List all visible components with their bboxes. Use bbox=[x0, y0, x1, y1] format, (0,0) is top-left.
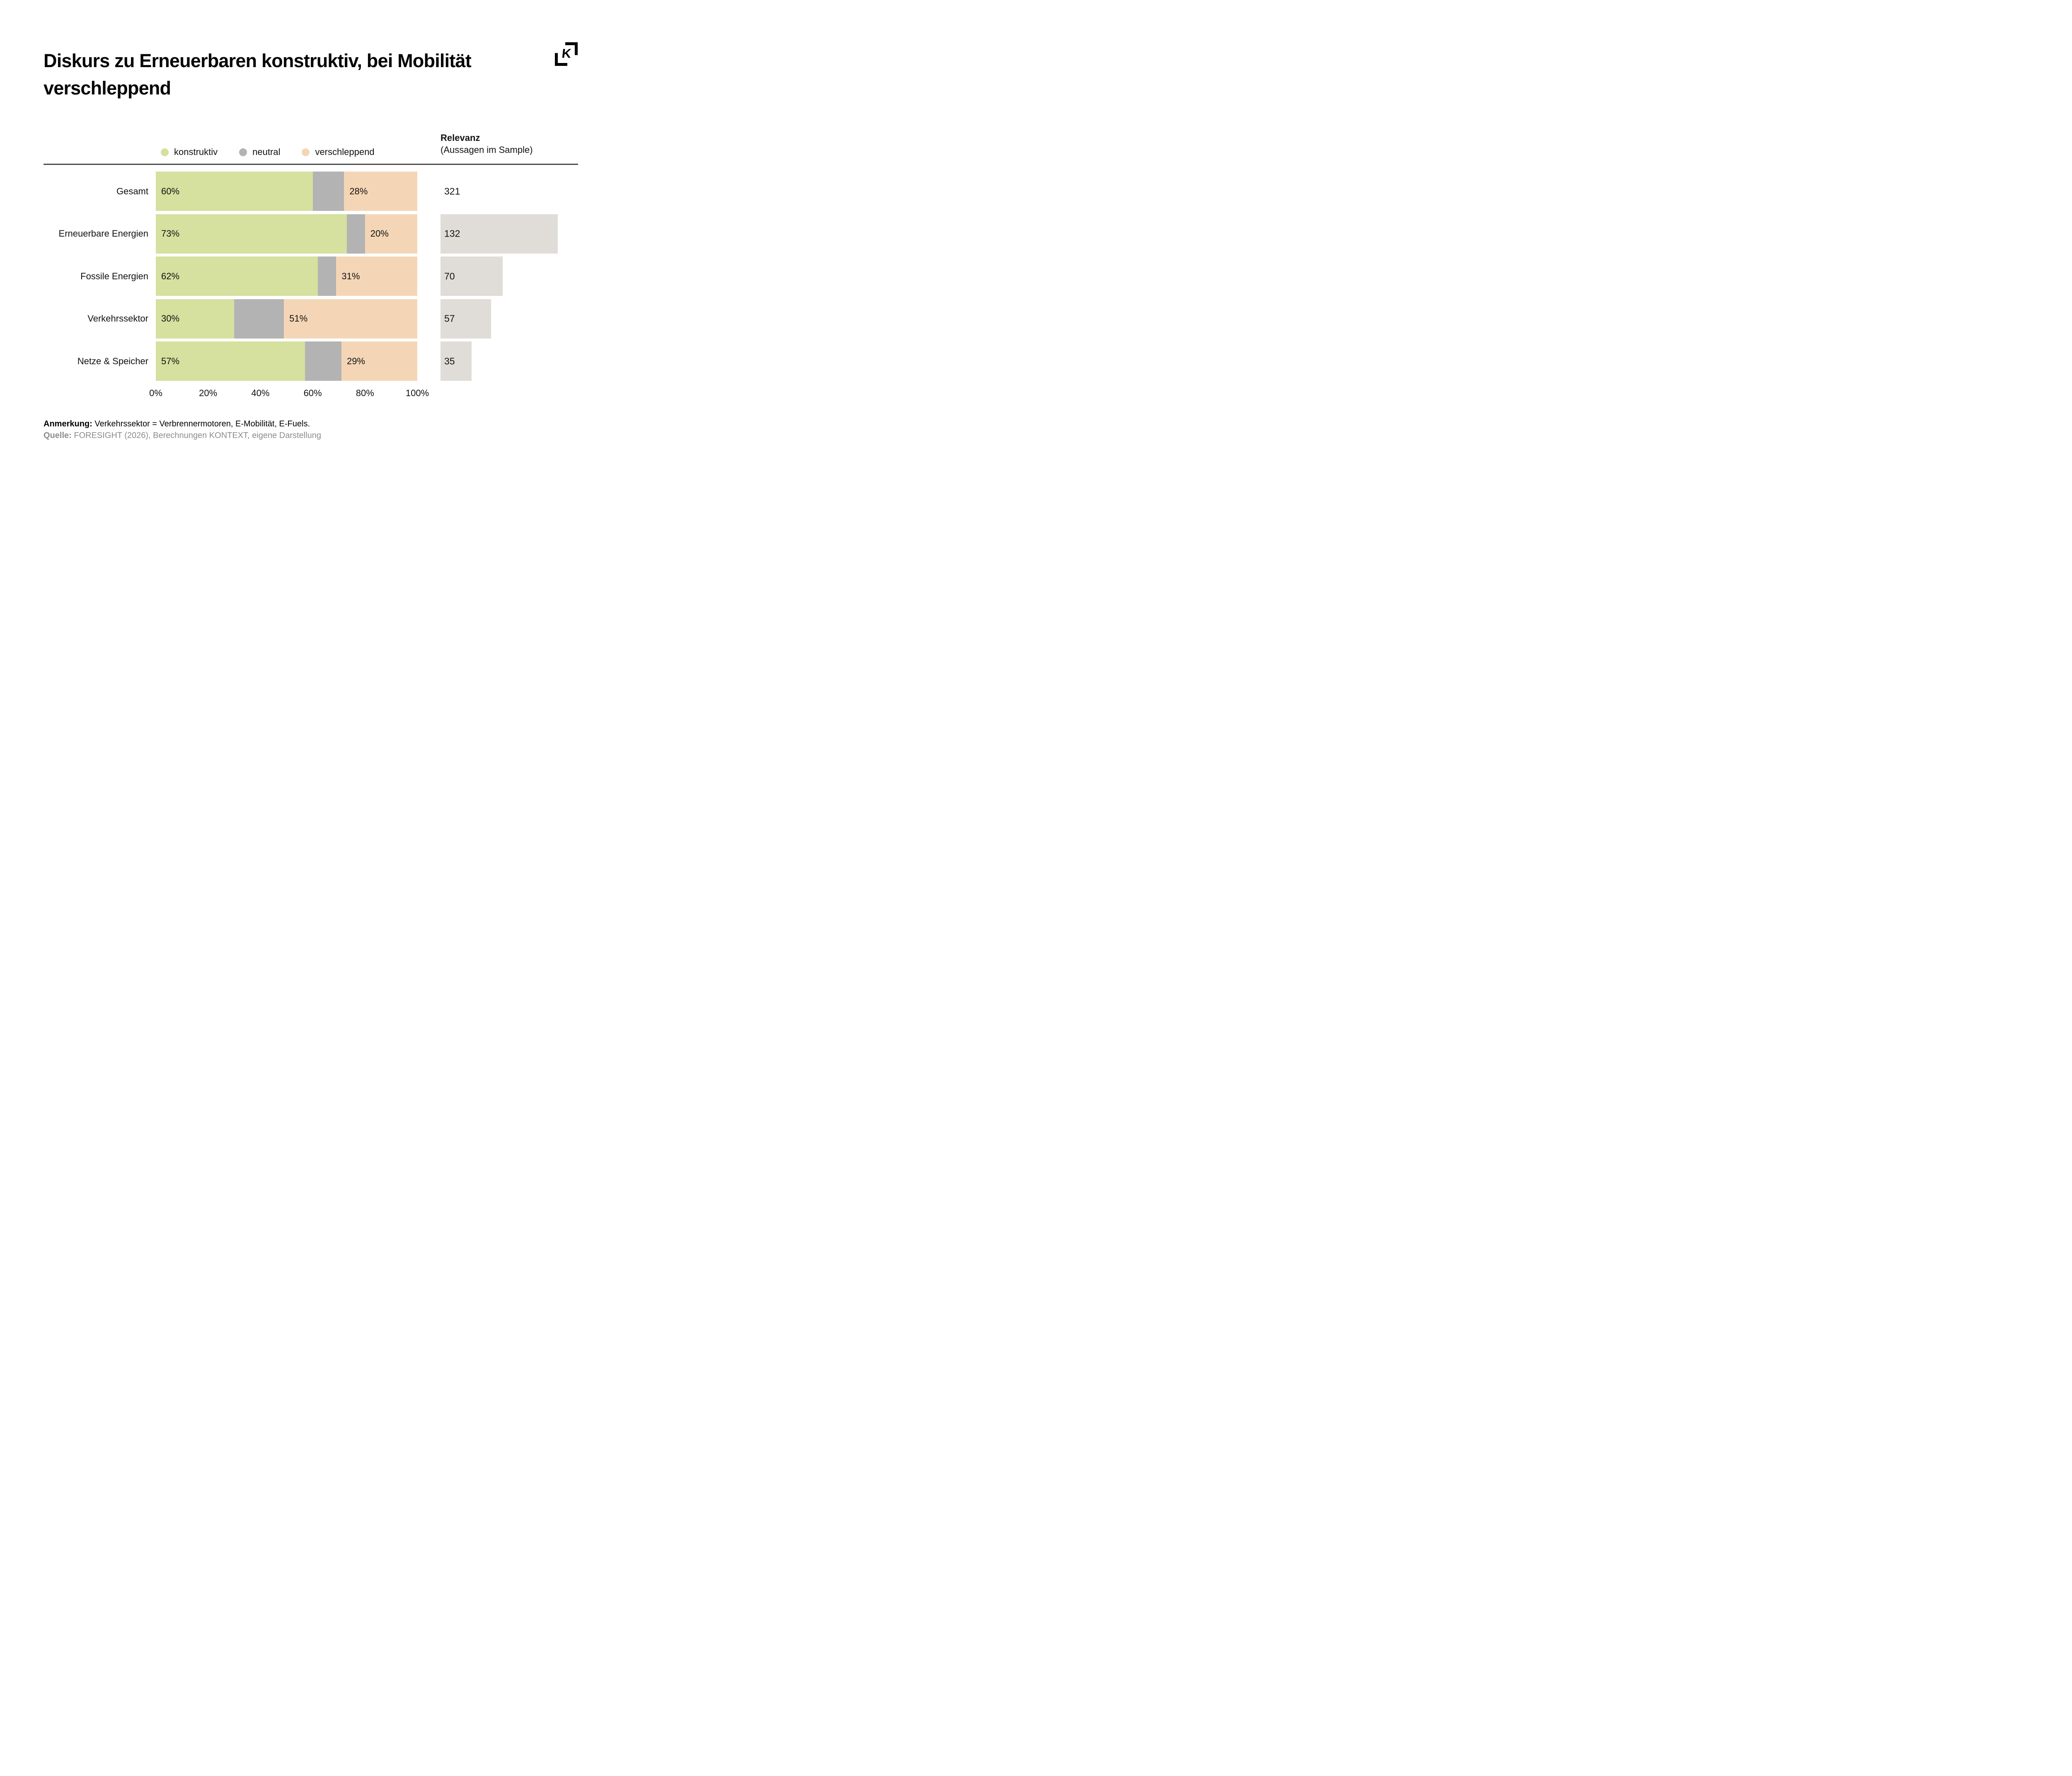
stacked-bar: 57% 29% bbox=[156, 341, 417, 381]
bar-segment-konstruktiv: 30% bbox=[156, 299, 235, 339]
relevanz-title: Relevanz bbox=[441, 133, 480, 143]
bar-segment-verschleppend: 20% bbox=[365, 214, 417, 254]
source-line: Quelle: FORESIGHT (2026), Berechnungen K… bbox=[44, 431, 321, 440]
relevanz-cell: 321 bbox=[441, 172, 590, 211]
relevanz-cell: 35 bbox=[441, 341, 590, 381]
x-axis-tick: 40% bbox=[251, 388, 270, 398]
logo-letter: K bbox=[561, 46, 572, 61]
relevanz-cell: 132 bbox=[441, 214, 590, 254]
category-label: Verkehrssektor bbox=[87, 313, 148, 324]
category-label: Fossile Energien bbox=[80, 271, 148, 281]
legend-dot-verschleppend bbox=[302, 148, 310, 156]
chart-row: Erneuerbare Energien 73% 20% 132 bbox=[0, 214, 622, 254]
bar-segment-verschleppend: 31% bbox=[336, 256, 417, 296]
x-axis-tick: 80% bbox=[356, 388, 374, 398]
legend-dot-konstruktiv bbox=[161, 148, 169, 156]
category-label: Erneuerbare Energien bbox=[58, 228, 148, 239]
relevanz-bar bbox=[441, 299, 491, 339]
bar-segment-neutral bbox=[318, 256, 336, 296]
relevanz-value: 35 bbox=[444, 356, 455, 366]
chart-row: Fossile Energien 62% 31% 70 bbox=[0, 256, 622, 296]
legend-label: verschleppend bbox=[315, 147, 375, 157]
chart-legend: konstruktiv neutral verschleppend bbox=[161, 147, 375, 157]
relevanz-value: 132 bbox=[444, 228, 460, 239]
header-separator-line bbox=[44, 164, 578, 165]
relevanz-value: 70 bbox=[444, 271, 455, 281]
bar-segment-konstruktiv: 62% bbox=[156, 256, 318, 296]
bar-segment-konstruktiv: 57% bbox=[156, 341, 305, 381]
chart-row: Verkehrssektor 30% 51% 57 bbox=[0, 299, 622, 339]
bar-value-label: 60% bbox=[161, 186, 180, 196]
relevanz-subtitle: (Aussagen im Sample) bbox=[441, 145, 533, 155]
bar-value-label: 29% bbox=[346, 356, 366, 366]
footnote-text: Verkehrssektor = Verbrennermotoren, E-Mo… bbox=[92, 419, 310, 428]
bar-segment-neutral bbox=[305, 341, 341, 381]
source-text: FORESIGHT (2026), Berechnungen KONTEXT, … bbox=[71, 431, 321, 440]
legend-item-konstruktiv: konstruktiv bbox=[161, 147, 218, 157]
relevanz-bar bbox=[441, 214, 558, 254]
category-label: Netze & Speicher bbox=[77, 356, 148, 366]
footnote: Anmerkung: Verkehrssektor = Verbrennermo… bbox=[44, 419, 310, 429]
relevanz-bar bbox=[441, 256, 503, 296]
legend-label: konstruktiv bbox=[174, 147, 218, 157]
legend-item-neutral: neutral bbox=[239, 147, 280, 157]
infographic-page: Diskurs zu Erneuerbaren konstruktiv, bei… bbox=[0, 0, 622, 444]
x-axis-tick: 0% bbox=[149, 388, 162, 398]
stacked-bar: 62% 31% bbox=[156, 256, 417, 296]
x-axis-tick: 100% bbox=[405, 388, 429, 398]
relevanz-column-header: Relevanz (Aussagen im Sample) bbox=[441, 132, 533, 156]
legend-item-verschleppend: verschleppend bbox=[302, 147, 375, 157]
bar-segment-neutral bbox=[346, 214, 365, 254]
footnote-label: Anmerkung: bbox=[44, 419, 92, 428]
legend-dot-neutral bbox=[239, 148, 247, 156]
bar-value-label: 30% bbox=[161, 313, 180, 324]
relevanz-bar bbox=[441, 341, 472, 381]
legend-label: neutral bbox=[252, 147, 281, 157]
stacked-bar: 73% 20% bbox=[156, 214, 417, 254]
page-title: Diskurs zu Erneuerbaren konstruktiv, bei… bbox=[44, 50, 472, 99]
bar-segment-neutral bbox=[234, 299, 284, 339]
stacked-bar-chart: Gesamt 60% 28% 321 Erneuerbare Energien 73% 20… bbox=[0, 172, 622, 387]
stacked-bar: 30% 51% bbox=[156, 299, 417, 339]
bar-value-label: 51% bbox=[289, 313, 308, 324]
logo-bracket-bottom-left bbox=[555, 53, 567, 66]
x-axis-tick: 20% bbox=[199, 388, 218, 398]
bar-segment-neutral bbox=[312, 172, 344, 211]
x-axis: 0% 20% 40% 60% 80% 100% bbox=[149, 388, 429, 400]
logo-bracket-top-right bbox=[565, 42, 578, 55]
stacked-bar: 60% 28% bbox=[156, 172, 417, 211]
bar-segment-verschleppend: 51% bbox=[284, 299, 417, 339]
bar-value-label: 20% bbox=[370, 228, 389, 239]
bar-value-label: 62% bbox=[161, 271, 180, 281]
bar-segment-konstruktiv: 60% bbox=[156, 172, 313, 211]
bar-segment-verschleppend: 29% bbox=[341, 341, 417, 381]
x-axis-tick: 60% bbox=[303, 388, 322, 398]
bar-segment-konstruktiv: 73% bbox=[156, 214, 347, 254]
bar-value-label: 73% bbox=[161, 228, 180, 239]
relevanz-cell: 70 bbox=[441, 256, 590, 296]
kontext-logo-icon: K bbox=[555, 42, 578, 66]
bar-value-label: 31% bbox=[341, 271, 360, 281]
relevanz-value: 57 bbox=[444, 313, 455, 324]
relevanz-value: 321 bbox=[444, 186, 460, 196]
chart-row: Gesamt 60% 28% 321 bbox=[0, 172, 622, 211]
bar-value-label: 57% bbox=[161, 356, 180, 366]
category-label: Gesamt bbox=[116, 186, 148, 196]
source-label: Quelle: bbox=[44, 431, 72, 440]
chart-row: Netze & Speicher 57% 29% 35 bbox=[0, 341, 622, 381]
relevanz-cell: 57 bbox=[441, 299, 590, 339]
bar-value-label: 28% bbox=[349, 186, 368, 196]
bar-segment-verschleppend: 28% bbox=[344, 172, 417, 211]
